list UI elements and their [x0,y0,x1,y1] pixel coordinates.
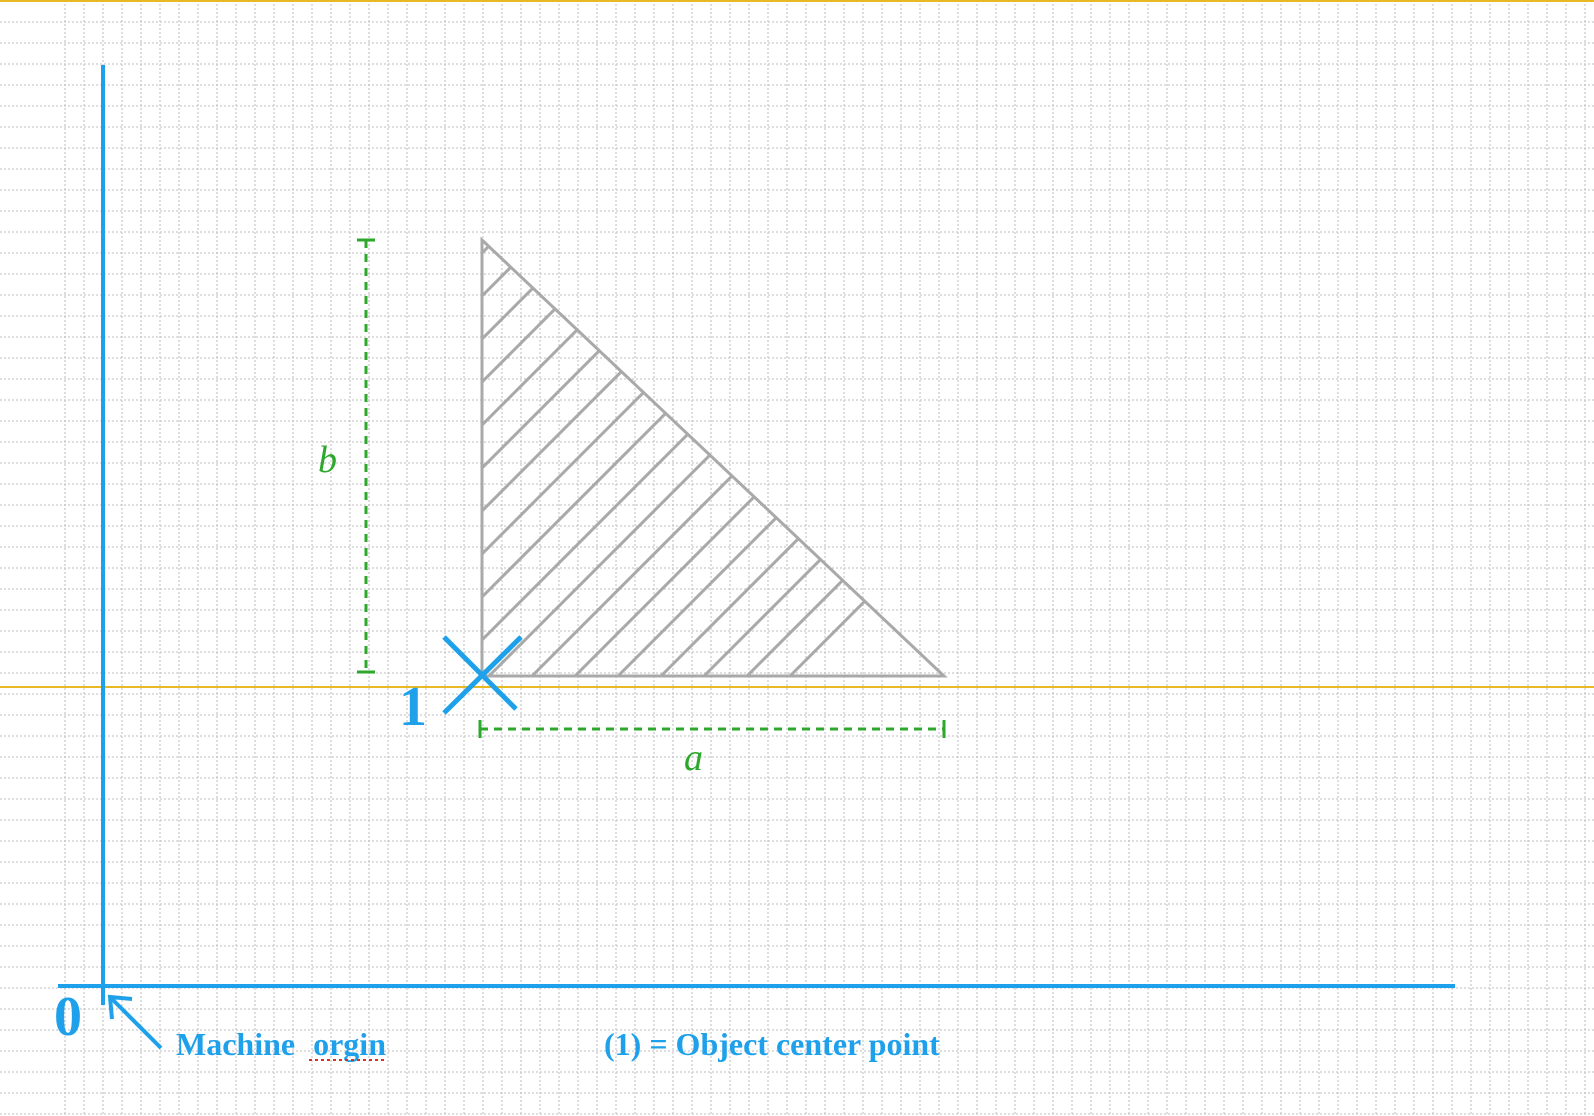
hatch-line [482,240,709,676]
dimension-b-label: b [318,439,337,481]
object-number-label: 1 [399,676,427,738]
dimension-a-label: a [684,737,703,779]
dimension-b [357,238,375,674]
hatch-line [482,240,580,676]
hatch-line [788,240,944,676]
legend-text: (1) = Object center point [604,1026,940,1062]
hatch-line [482,240,838,676]
origin-number-label: 0 [54,986,82,1048]
hatch-line [573,240,944,676]
machine-origin-word1: Machine [176,1026,295,1062]
hatched-triangle [0,200,948,678]
hatch-line [659,240,944,676]
hatch-line [482,240,881,676]
hatch-line [745,240,944,676]
hatch-line [616,240,944,676]
machine-origin-arrow-icon [107,994,163,1050]
hatch-line [702,240,944,676]
hatch-line [0,200,363,676]
dimension-a [478,720,946,738]
machine-origin-label: Machine orgin [176,1026,386,1062]
hatch-line [530,240,944,676]
hatch-line [482,240,623,676]
hatch-line [482,240,494,676]
hatch-line [482,240,752,676]
machine-origin-word2: orgin [313,1026,386,1062]
object-center-cross-icon [442,635,523,715]
hatch-line [0,200,406,676]
hatch-line [487,240,944,676]
hatch-line [0,200,449,676]
